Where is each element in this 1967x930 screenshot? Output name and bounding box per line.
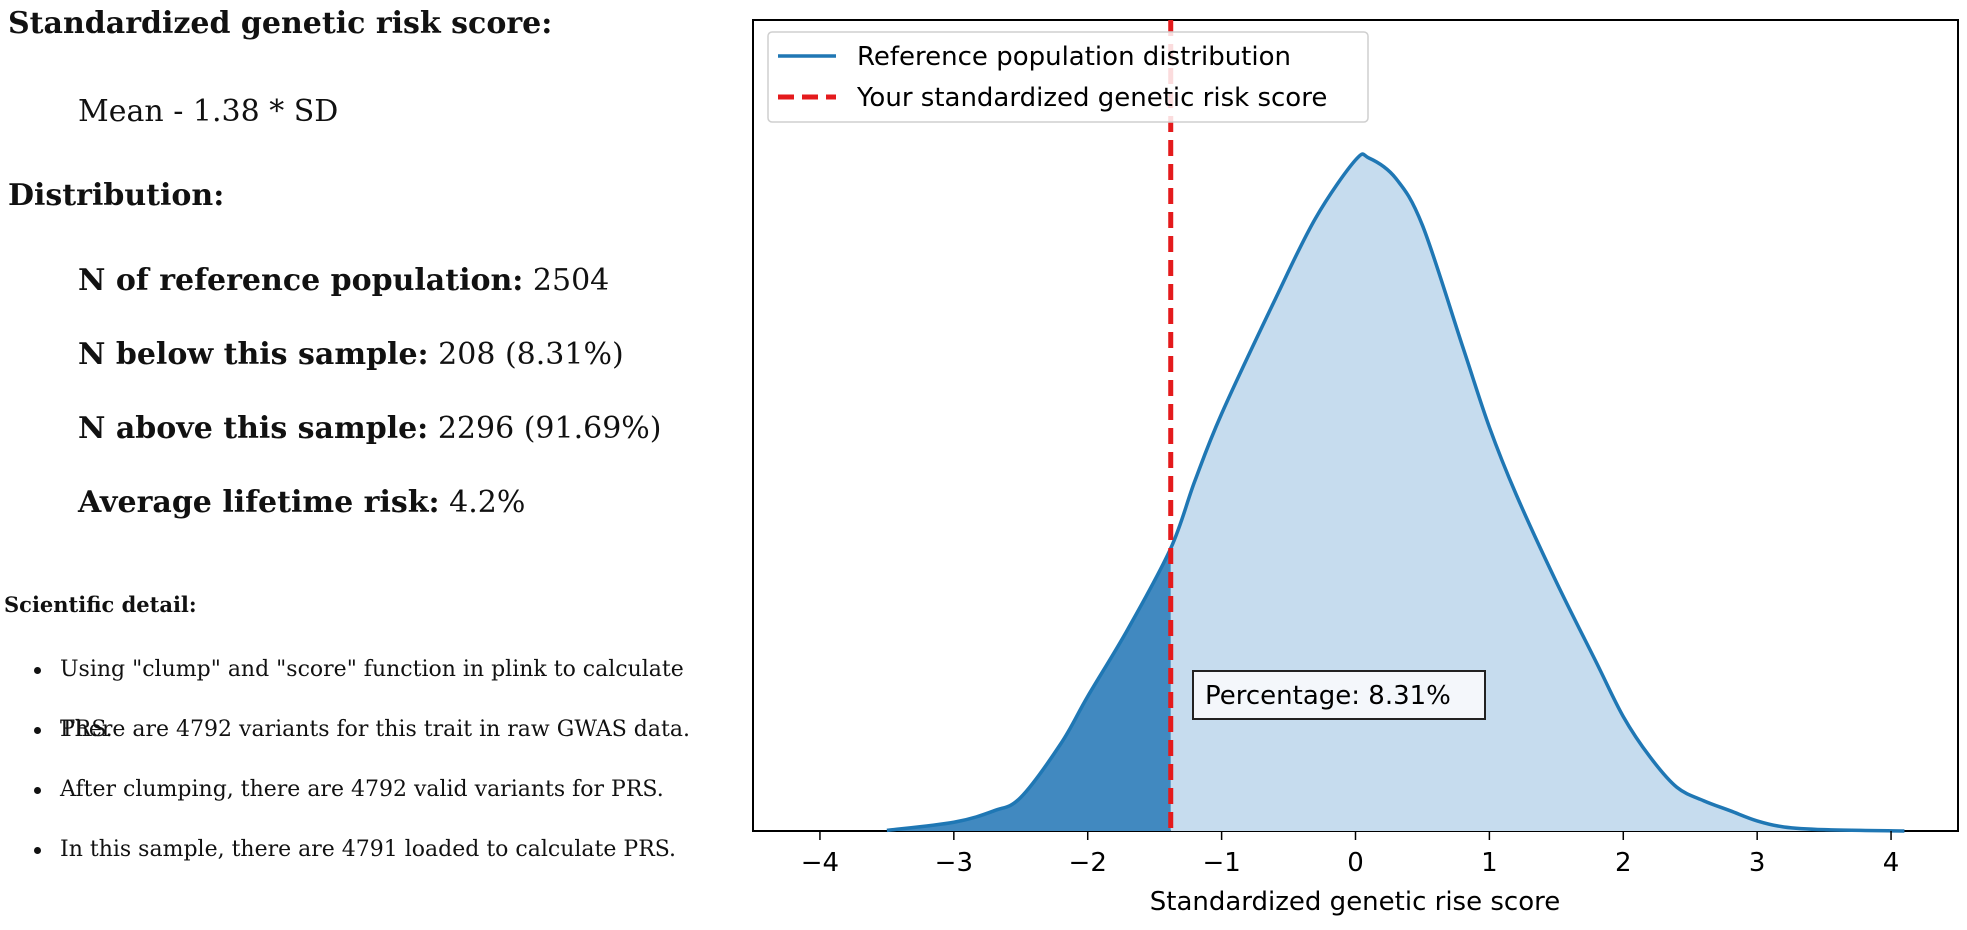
series-line-reference-population — [886, 152, 1905, 833]
stat-above-sample: N above this sample: 2296 (91.69%) — [78, 411, 662, 446]
legend-label-score: Your standardized genetic risk score — [856, 83, 1327, 113]
legend-label-reference: Reference population distribution — [857, 42, 1291, 72]
area-below-score — [886, 548, 1171, 831]
stat-value: 208 (8.31%) — [438, 337, 624, 372]
list-item: In this sample, there are 4791 loaded to… — [30, 820, 740, 880]
stat-label: Average lifetime risk: — [78, 485, 440, 520]
x-tick-label: 3 — [1749, 848, 1766, 878]
stat-label: N above this sample: — [78, 411, 429, 446]
area-above-score — [1170, 154, 1905, 831]
x-axis-label: Standardized genetic rise score — [1150, 887, 1560, 917]
list-item: There are 4792 variants for this trait i… — [30, 700, 740, 760]
x-tick-label: −4 — [801, 848, 839, 878]
detail-heading: Scientific detail: — [4, 592, 197, 617]
stat-value: 2504 — [532, 263, 610, 298]
x-axis-ticks: −4 −3 −2 −1 0 1 2 3 4 — [801, 831, 1900, 878]
x-tick-label: −1 — [1202, 848, 1240, 878]
x-tick-label: 4 — [1883, 848, 1900, 878]
x-tick-label: −2 — [1069, 848, 1107, 878]
list-item: After clumping, there are 4792 valid var… — [30, 760, 740, 820]
stat-reference-population: N of reference population: 2504 — [78, 263, 609, 298]
x-tick-label: −3 — [935, 848, 973, 878]
score-value: Mean - 1.38 * SD — [78, 94, 339, 129]
annotation-box: Percentage: 8.31% — [1192, 670, 1486, 720]
x-tick-label: 0 — [1347, 848, 1364, 878]
detail-list: Using "clump" and "score" function in pl… — [30, 640, 740, 880]
x-tick-label: 2 — [1615, 848, 1632, 878]
legend: Reference population distribution Your s… — [767, 31, 1369, 123]
x-tick-label: 1 — [1481, 848, 1498, 878]
stat-label: N of reference population: — [78, 263, 524, 298]
stat-label: N below this sample: — [78, 337, 429, 372]
stat-lifetime-risk: Average lifetime risk: 4.2% — [78, 485, 525, 520]
list-item: Using "clump" and "score" function in pl… — [30, 640, 740, 742]
score-heading: Standardized genetic risk score: — [8, 6, 553, 41]
distribution-heading: Distribution: — [8, 178, 225, 213]
percentage-annotation: Percentage: 8.31% — [1205, 681, 1451, 711]
summary-panel: Standardized genetic risk score: Mean - … — [0, 0, 740, 930]
stat-value: 2296 (91.69%) — [437, 411, 662, 446]
stat-below-sample: N below this sample: 208 (8.31%) — [78, 337, 624, 372]
stat-value: 4.2% — [449, 485, 526, 520]
